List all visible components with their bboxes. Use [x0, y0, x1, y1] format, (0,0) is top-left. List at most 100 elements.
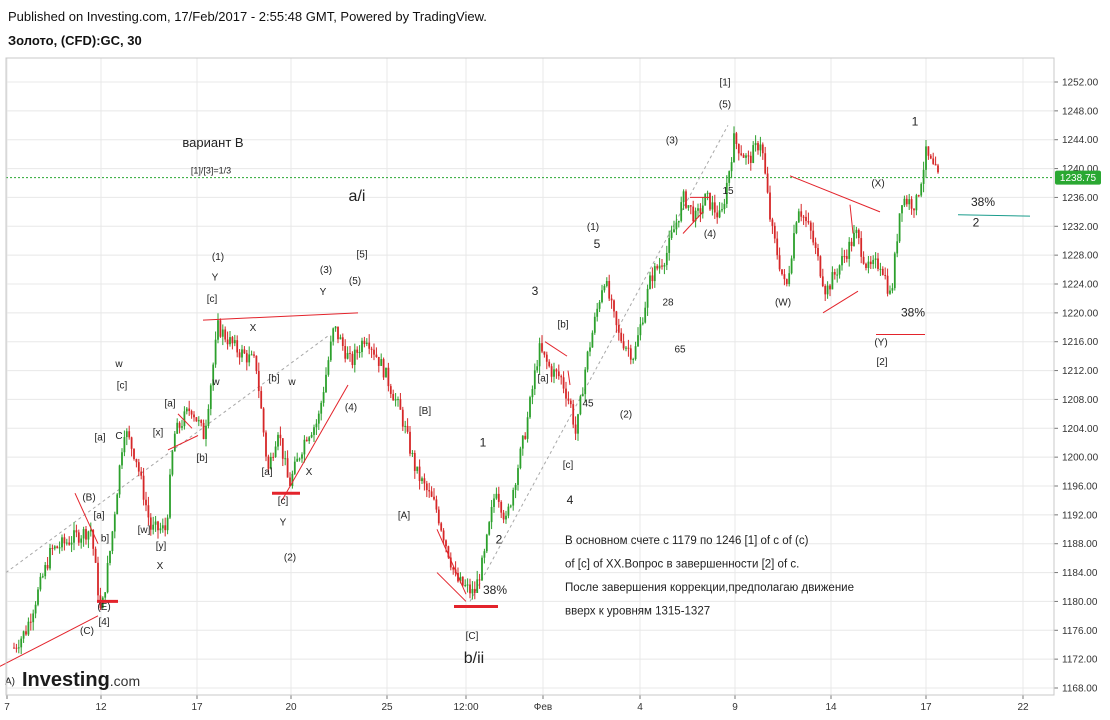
candle-body	[13, 647, 15, 649]
candle-body	[346, 352, 349, 359]
x-tick-label: 17	[920, 702, 932, 713]
candle-body	[243, 349, 246, 354]
candle-body	[867, 261, 870, 268]
candle-body	[721, 209, 723, 211]
candle-body	[817, 248, 819, 257]
candle-body	[896, 241, 899, 254]
candle-body	[716, 212, 719, 218]
y-tick-label: 1184.00	[1062, 568, 1098, 579]
candle-body	[742, 154, 745, 158]
candle-body	[322, 392, 325, 403]
candle-body	[411, 453, 414, 455]
candle-body	[509, 505, 512, 507]
candle-body	[785, 279, 788, 285]
fib-38-level-line	[957, 214, 1031, 217]
candle-body	[757, 143, 759, 151]
wave-label: 28	[662, 298, 674, 309]
candle-body	[149, 517, 152, 530]
x-tick-label: 4	[637, 702, 643, 713]
candle-body	[85, 529, 87, 540]
plot-frame	[5, 57, 1055, 696]
candle-body	[557, 371, 560, 377]
candle-body	[649, 275, 651, 289]
candle-body	[766, 173, 769, 193]
wave-label: 45	[582, 399, 594, 410]
candle-body	[437, 509, 440, 524]
logo-brand: Investing	[22, 669, 110, 691]
y-tick-label: 1240.00	[1062, 164, 1099, 175]
candle-body	[430, 491, 433, 497]
wave-label: [b]	[557, 319, 568, 330]
candle-body	[152, 524, 155, 530]
candle-body	[749, 155, 752, 163]
candle-body	[538, 343, 541, 367]
candle-body	[632, 359, 635, 361]
y-tick-label: 1196.00	[1062, 482, 1098, 493]
candle-body	[418, 466, 421, 482]
candle-body	[769, 192, 771, 220]
wave-trend-line	[74, 493, 99, 544]
candle-body	[310, 434, 313, 438]
y-tick-label: 1248.00	[1062, 106, 1099, 117]
candle-body	[77, 532, 80, 543]
candle-body	[113, 514, 116, 532]
candle-body	[771, 219, 774, 226]
wave-trend-line	[281, 384, 349, 501]
analysis-note-line: В основном счете с 1179 по 1246 [1] of c…	[565, 535, 809, 547]
wave-label: 2	[496, 533, 503, 547]
wave-label: (C)	[80, 626, 94, 637]
candle-body	[625, 347, 627, 349]
wave-label: (5)	[349, 276, 361, 287]
candle-body	[433, 496, 435, 500]
candle-body	[305, 439, 308, 442]
wave-label: (1)	[587, 222, 599, 233]
candle-body	[881, 268, 884, 276]
published-line: Published on Investing.com, 17/Feb/2017 …	[8, 9, 487, 24]
candle-body	[262, 408, 265, 433]
candle-body	[387, 367, 390, 387]
candle-body	[932, 158, 935, 164]
candle-body	[97, 562, 99, 596]
wave-label: [c]	[207, 294, 218, 305]
candle-body	[838, 265, 841, 275]
candle-body	[668, 237, 671, 253]
candle-body	[226, 339, 229, 345]
candle-body	[207, 408, 210, 426]
candle-body	[752, 145, 755, 163]
candle-body	[178, 422, 181, 428]
candle-body	[891, 288, 894, 291]
wave-label: 65	[674, 345, 686, 356]
candle-body	[680, 202, 683, 221]
candle-body	[555, 369, 558, 372]
candle-body	[236, 340, 239, 353]
candle-body	[289, 477, 291, 487]
candle-body	[157, 521, 159, 531]
candle-body	[545, 354, 548, 362]
candle-body	[701, 205, 704, 214]
candlestick-series	[13, 126, 939, 655]
candle-body	[449, 557, 452, 568]
candle-body	[327, 360, 330, 375]
wave-label: (W)	[775, 298, 791, 309]
candle-body	[553, 369, 555, 377]
candle-body	[358, 352, 361, 354]
candle-body	[845, 256, 848, 259]
candle-body	[349, 352, 351, 354]
candle-body	[255, 355, 258, 372]
wave-label: C	[115, 431, 122, 442]
y-tick-label: 1168.00	[1062, 684, 1098, 695]
candle-body	[637, 335, 639, 347]
candle-body	[356, 349, 359, 353]
y-tick-label: 1228.00	[1062, 251, 1099, 262]
candle-body	[507, 506, 510, 516]
wave-label: [1]	[719, 78, 730, 89]
candle-body	[329, 341, 332, 361]
candle-body	[476, 579, 479, 593]
candle-body	[51, 548, 54, 550]
candle-body	[737, 143, 740, 154]
candle-body	[61, 537, 63, 548]
candle-body	[267, 456, 270, 469]
candle-body	[421, 478, 423, 482]
x-tick-label: 17	[191, 702, 203, 713]
